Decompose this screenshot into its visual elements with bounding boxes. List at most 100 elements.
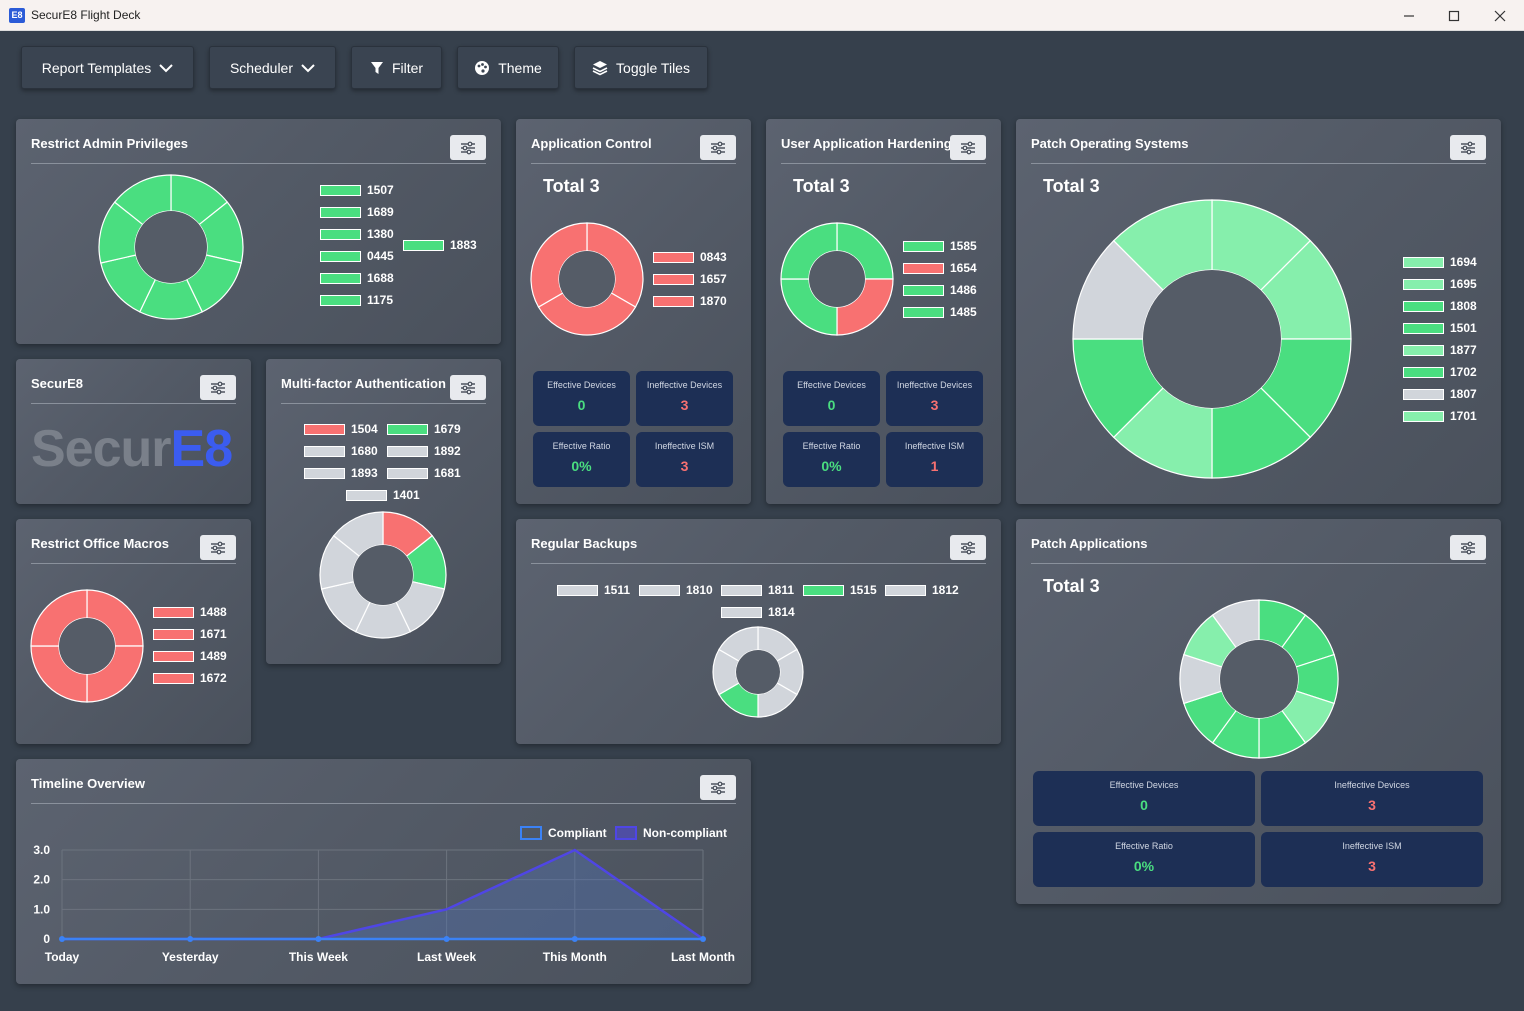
legend-item[interactable]: 1515 [803,583,877,597]
legend-item[interactable]: 1488 [153,605,227,619]
compliant-point [59,936,65,942]
legend-item[interactable]: 1807 [1403,387,1477,401]
donut-hole [559,251,615,307]
legend-swatch [346,489,387,501]
legend-item[interactable]: 1485 [903,305,977,319]
regular-backups-panel: Regular Backups 1511 1810 1811 1515 1812 1814 [516,519,1001,744]
panel-settings-button[interactable] [1450,135,1486,160]
y-tick-label: 3.0 [33,843,50,857]
divider [281,403,486,404]
legend-item[interactable]: 1672 [153,671,227,685]
divider [31,403,236,404]
office-macros-panel: Restrict Office Macros 1488 1671 1489 1672 [16,519,251,744]
legend-swatch [320,294,361,306]
legend-item[interactable]: 1681 [387,466,461,480]
legend-item[interactable]: 0843 [653,250,727,264]
minimize-button[interactable] [1386,0,1432,31]
legend-item[interactable]: 1812 [885,583,959,597]
legend-item[interactable]: 1507 [320,183,394,197]
legend-item[interactable]: 1870 [653,294,727,308]
panel-settings-button[interactable] [450,375,486,400]
panel-settings-button[interactable] [950,135,986,160]
close-button[interactable] [1477,0,1523,31]
panel-settings-button[interactable] [450,135,486,160]
legend-label: 1488 [200,605,227,619]
legend-swatch [320,272,361,284]
legend-swatch [721,584,762,596]
panel-title: Patch Applications [1031,536,1148,551]
filter-button[interactable]: Filter [351,46,442,89]
legend-item[interactable]: 1811 [721,583,794,597]
maximize-button[interactable] [1431,0,1477,31]
stat-label: Ineffective ISM [904,441,965,451]
legend-item[interactable]: 1877 [1403,343,1477,357]
legend-item[interactable]: 1680 [304,444,378,458]
legend-item[interactable]: 1679 [387,422,461,436]
report-templates-dropdown[interactable]: Report Templates [21,46,194,89]
legend-item[interactable]: 1504 [304,422,378,436]
legend-item[interactable]: 1585 [903,239,977,253]
legend-item[interactable]: 1695 [1403,277,1477,291]
stat-label: Ineffective Devices [646,380,723,390]
panel-settings-button[interactable] [200,375,236,400]
theme-button[interactable]: Theme [457,46,559,89]
panel-settings-button[interactable] [1450,535,1486,560]
legend-label: 1694 [1450,255,1477,269]
sliders-icon [961,541,975,554]
legend-item[interactable]: 0445 [320,249,394,263]
x-tick-label: Yesterday [162,950,219,964]
panel-title: Patch Operating Systems [1031,136,1189,151]
legend-item[interactable]: 1694 [1403,255,1477,269]
legend-swatch [1403,366,1444,378]
legend-item[interactable]: 1175 [320,293,393,307]
legend-item[interactable]: 1810 [639,583,713,597]
legend-label: 1702 [1450,365,1477,379]
sliders-icon [461,141,475,154]
legend-item[interactable]: 1814 [721,605,795,619]
sliders-icon [211,541,225,554]
legend-item[interactable]: 1380 [320,227,394,241]
legend-item[interactable]: 1893 [304,466,378,480]
legend-item[interactable]: 1883 [403,238,477,252]
legend-label: 0445 [367,249,394,263]
restrict-admin-panel: Restrict Admin Privileges 1507 1689 1380 04… [16,119,501,344]
legend-item[interactable]: 1701 [1403,409,1477,423]
legend-swatch [557,584,598,596]
stat-label: Effective Devices [1109,780,1179,790]
scheduler-dropdown[interactable]: Scheduler [209,46,336,89]
panel-settings-button[interactable] [200,535,236,560]
legend-label: 1515 [850,583,877,597]
sliders-icon [1461,541,1475,554]
legend-label: 1380 [367,227,394,241]
legend-item[interactable]: 1401 [346,488,420,502]
legend-swatch [615,826,637,840]
legend-swatch [1403,410,1444,422]
legend-item[interactable]: 1671 [153,627,227,641]
legend-item[interactable]: 1489 [153,649,227,663]
panel-settings-button[interactable] [700,775,736,800]
legend-swatch [320,184,361,196]
legend-item[interactable]: 1688 [320,271,394,285]
legend-item[interactable]: 1511 [557,583,630,597]
legend-item[interactable]: 1486 [903,283,977,297]
legend-swatch [387,467,428,479]
app-logo-icon: E8 [9,8,25,23]
legend-item[interactable]: 1808 [1403,299,1477,313]
panel-settings-button[interactable] [950,535,986,560]
legend-swatch [721,606,762,618]
legend-label: 1681 [434,466,461,480]
sliders-icon [1461,141,1475,154]
legend-item[interactable]: 1654 [903,261,977,275]
total-count: Total 3 [543,176,600,196]
toggle-tiles-button[interactable]: Toggle Tiles [574,46,708,89]
legend-item[interactable]: 1689 [320,205,394,219]
mfa-panel: Multi-factor Authentication 1504 1679 1680… [266,359,501,664]
legend-item[interactable]: 1657 [653,272,727,286]
legend-item[interactable]: 1501 [1403,321,1477,335]
legend-item[interactable]: 1892 [387,444,461,458]
chevron-down-icon [301,63,315,72]
legend-item[interactable]: 1702 [1403,365,1477,379]
panel-settings-button[interactable] [700,135,736,160]
window-title: SecurE8 Flight Deck [31,8,141,22]
patch-os-donut-chart [1072,199,1352,479]
